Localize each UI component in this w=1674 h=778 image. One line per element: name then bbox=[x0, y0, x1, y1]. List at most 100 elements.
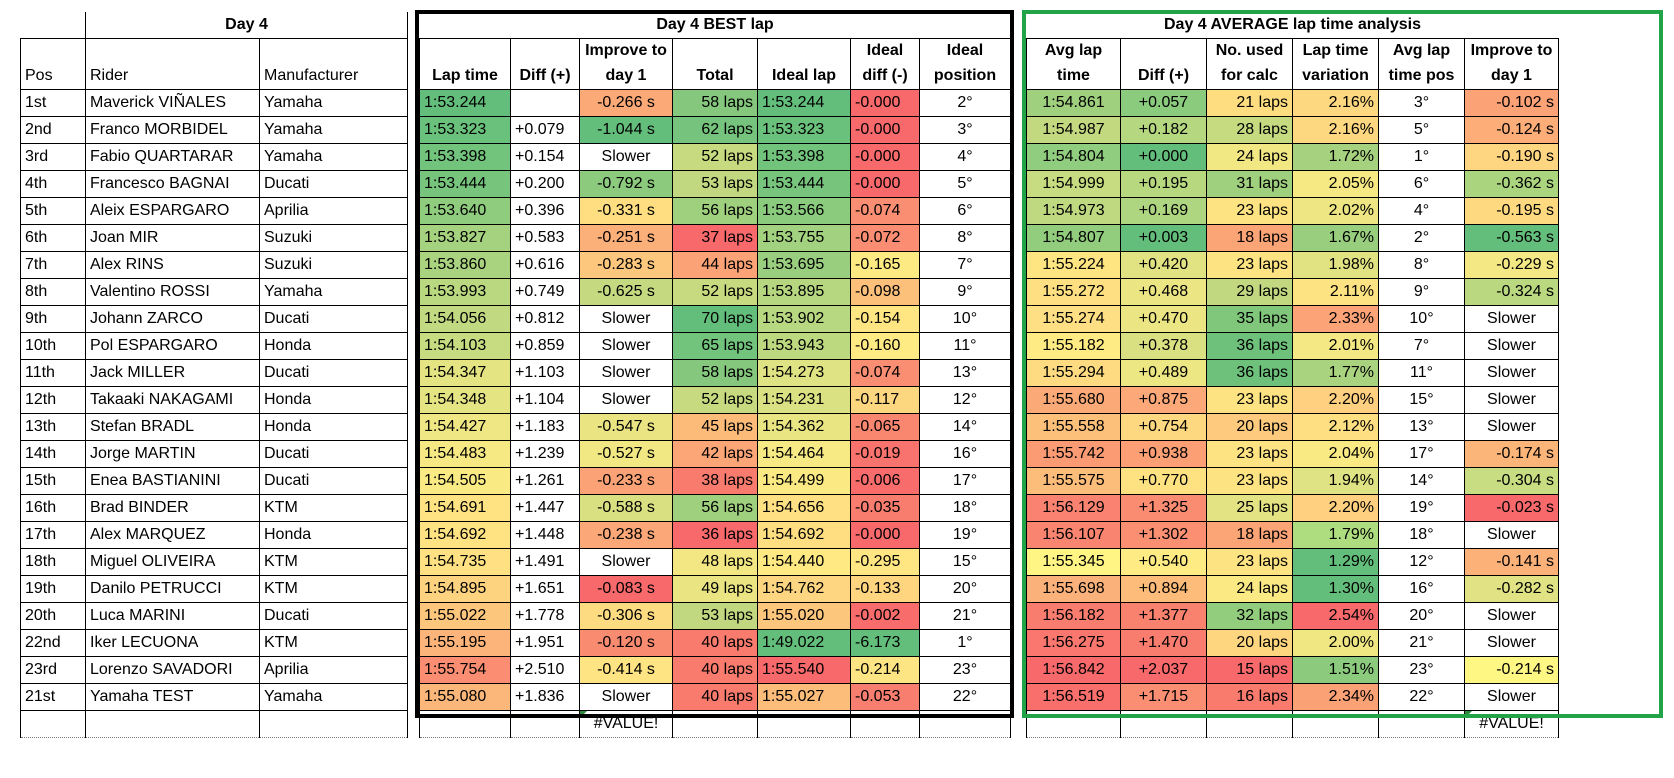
table-row: 1:55.022 +1.778 -0.306 s 53 laps 1:55.020 -0.… bbox=[419, 602, 1011, 630]
total-laps: 58 laps bbox=[672, 359, 758, 387]
ideal-lap: 1:54.273 bbox=[757, 359, 851, 387]
improve-day1: Slower bbox=[579, 386, 673, 414]
table-row: 1:54.999 +0.195 31 laps 2.05% 6° -0.362 s bbox=[1026, 170, 1559, 198]
table-row: 7th Alex RINS Suzuki bbox=[20, 251, 408, 279]
rider-name: Lorenzo SAVADORI bbox=[85, 656, 260, 684]
rider-pos: 21st bbox=[20, 683, 86, 711]
avg-diff: +1.715 bbox=[1120, 683, 1207, 711]
rider-manufacturer: Aprilia bbox=[259, 197, 408, 225]
improve-day1: -0.233 s bbox=[579, 467, 673, 495]
rider-pos: 9th bbox=[20, 305, 86, 333]
rider-manufacturer: Yamaha bbox=[259, 116, 408, 144]
avg-lap-pos: 3° bbox=[1378, 89, 1465, 117]
diff: +0.396 bbox=[510, 197, 580, 225]
lap-time: 1:55.022 bbox=[419, 602, 511, 630]
avg-lap-header-2: for calc bbox=[1206, 63, 1293, 90]
avg-improve-day1: Slower bbox=[1464, 683, 1559, 711]
total-laps: 36 laps bbox=[672, 521, 758, 549]
ideal-position: 21° bbox=[919, 602, 1011, 630]
total-laps: 62 laps bbox=[672, 116, 758, 144]
total-laps: 53 laps bbox=[672, 170, 758, 198]
ideal-position: 5° bbox=[919, 170, 1011, 198]
total-laps: 49 laps bbox=[672, 575, 758, 603]
ideal-position: 13° bbox=[919, 359, 1011, 387]
avg-lap-pos: 7° bbox=[1378, 332, 1465, 360]
best-lap-header-0: Lap time bbox=[419, 63, 511, 90]
improve-day1: -0.251 s bbox=[579, 224, 673, 252]
diff: +0.079 bbox=[510, 116, 580, 144]
rider-manufacturer: Aprilia bbox=[259, 656, 408, 684]
avg-lap-pos: 2° bbox=[1378, 224, 1465, 252]
lap-time: 1:53.993 bbox=[419, 278, 511, 306]
ideal-lap: 1:54.440 bbox=[757, 548, 851, 576]
rider-manufacturer: Suzuki bbox=[259, 251, 408, 279]
diff: +1.448 bbox=[510, 521, 580, 549]
rider-name: Joan MIR bbox=[85, 224, 260, 252]
avg-lap-title: Day 4 AVERAGE lap time analysis bbox=[1026, 12, 1559, 39]
rider-manufacturer: Ducati bbox=[259, 305, 408, 333]
rider-name: Franco MORBIDEL bbox=[85, 116, 260, 144]
lap-variation: 2.20% bbox=[1292, 386, 1379, 414]
diff: +1.447 bbox=[510, 494, 580, 522]
table-row: 1:54.348 +1.104 Slower 52 laps 1:54.231 -0.11… bbox=[419, 386, 1011, 414]
table-row: 1:55.274 +0.470 35 laps 2.33% 10° Slower bbox=[1026, 305, 1559, 333]
avg-lap-pos: 18° bbox=[1378, 521, 1465, 549]
lap-time: 1:54.348 bbox=[419, 386, 511, 414]
avg-diff: +1.302 bbox=[1120, 521, 1207, 549]
improve-day1: -0.527 s bbox=[579, 440, 673, 468]
avg-lap-header-top-0: Avg lap bbox=[1026, 38, 1121, 63]
avg-lap-pos: 8° bbox=[1378, 251, 1465, 279]
total-laps: 53 laps bbox=[672, 602, 758, 630]
avg-lap-table: Day 4 AVERAGE lap time analysis Avg lap N… bbox=[1026, 12, 1559, 738]
best-lap-table: Day 4 BEST lap Improve to Ideal Ideal Lap … bbox=[419, 12, 1011, 738]
avg-lap-time: 1:56.275 bbox=[1026, 629, 1121, 657]
rider-name: Stefan BRADL bbox=[85, 413, 260, 441]
table-row: 1:54.987 +0.182 28 laps 2.16% 5° -0.124 s bbox=[1026, 116, 1559, 144]
avg-lap-time: 1:54.807 bbox=[1026, 224, 1121, 252]
table-row: 1:53.827 +0.583 -0.251 s 37 laps 1:53.755 -0.… bbox=[419, 224, 1011, 252]
avg-improve-day1: -0.304 s bbox=[1464, 467, 1559, 495]
table-row: 1:55.754 +2.510 -0.414 s 40 laps 1:55.540 -0.… bbox=[419, 656, 1011, 684]
laps-used: 23 laps bbox=[1206, 467, 1293, 495]
total-laps: 40 laps bbox=[672, 629, 758, 657]
avg-lap-pos: 11° bbox=[1378, 359, 1465, 387]
corner-cell bbox=[20, 12, 86, 39]
empty-cell bbox=[919, 710, 1011, 738]
diff: +1.778 bbox=[510, 602, 580, 630]
col-pos: Pos bbox=[20, 63, 86, 90]
rider-pos: 8th bbox=[20, 278, 86, 306]
avg-lap-time: 1:56.519 bbox=[1026, 683, 1121, 711]
avg-lap-header-top-4: Avg lap bbox=[1378, 38, 1465, 63]
avg-diff: +1.470 bbox=[1120, 629, 1207, 657]
laps-used: 23 laps bbox=[1206, 386, 1293, 414]
total-laps: 48 laps bbox=[672, 548, 758, 576]
lap-time: 1:53.827 bbox=[419, 224, 511, 252]
lap-variation: 2.00% bbox=[1292, 629, 1379, 657]
table-row: 1:54.895 +1.651 -0.083 s 49 laps 1:54.762 -0.… bbox=[419, 575, 1011, 603]
rider-manufacturer: Ducati bbox=[259, 602, 408, 630]
avg-improve-day1: Slower bbox=[1464, 413, 1559, 441]
diff: +0.154 bbox=[510, 143, 580, 171]
avg-lap-pos: 9° bbox=[1378, 278, 1465, 306]
ideal-diff: -0.065 bbox=[850, 413, 920, 441]
lap-time: 1:54.735 bbox=[419, 548, 511, 576]
lap-time: 1:53.860 bbox=[419, 251, 511, 279]
table-row: 23rd Lorenzo SAVADORI Aprilia bbox=[20, 656, 408, 684]
avg-lap-pos: 10° bbox=[1378, 305, 1465, 333]
ideal-lap: 1:53.566 bbox=[757, 197, 851, 225]
lap-time: 1:54.895 bbox=[419, 575, 511, 603]
avg-lap-header-top-5: Improve to bbox=[1464, 38, 1559, 63]
diff: +0.616 bbox=[510, 251, 580, 279]
table-row: 17th Alex MARQUEZ Honda bbox=[20, 521, 408, 549]
rider-name: Alex RINS bbox=[85, 251, 260, 279]
laps-used: 36 laps bbox=[1206, 359, 1293, 387]
laps-used: 35 laps bbox=[1206, 305, 1293, 333]
improve-day1: Slower bbox=[579, 359, 673, 387]
avg-improve-day1: -0.190 s bbox=[1464, 143, 1559, 171]
improve-day1: -0.625 s bbox=[579, 278, 673, 306]
lap-variation: 1.79% bbox=[1292, 521, 1379, 549]
rider-manufacturer: Honda bbox=[259, 521, 408, 549]
total-laps: 40 laps bbox=[672, 683, 758, 711]
diff: +1.239 bbox=[510, 440, 580, 468]
lap-variation: 1.29% bbox=[1292, 548, 1379, 576]
